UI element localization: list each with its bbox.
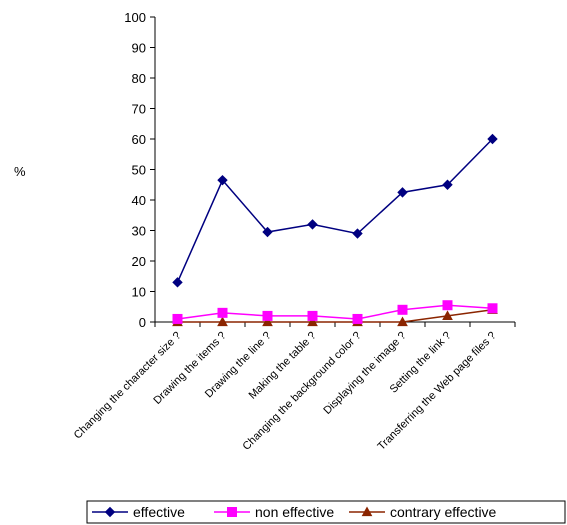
y-tick-label: 60	[132, 132, 146, 147]
data-point	[487, 133, 498, 145]
data-point	[217, 174, 228, 186]
y-tick-label: 50	[132, 163, 146, 178]
series-effective	[172, 133, 498, 288]
y-axis-label: %	[14, 164, 26, 179]
y-tick-label: 20	[132, 254, 146, 269]
data-point	[262, 226, 273, 238]
data-point	[307, 310, 318, 321]
legend-box	[86, 500, 566, 524]
data-point	[442, 310, 453, 320]
y-tick-label: 100	[124, 10, 146, 25]
y-tick-label: 0	[139, 315, 146, 330]
x-tick-label: Displaying the image ?	[321, 330, 408, 417]
legend-entry: non effective	[214, 504, 334, 520]
data-point	[217, 316, 228, 327]
data-point	[262, 310, 273, 321]
data-point	[361, 506, 373, 517]
legend: effective non effective contrary effective	[86, 500, 566, 524]
series-non-effective	[172, 300, 498, 324]
data-point	[227, 507, 237, 517]
data-point	[352, 228, 363, 239]
legend-entry: contrary effective	[349, 504, 497, 520]
y-tick-label: 40	[132, 193, 146, 208]
series-line	[177, 309, 493, 323]
data-point	[397, 316, 408, 327]
data-point	[442, 179, 453, 190]
data-point	[104, 506, 116, 518]
data-point	[487, 303, 498, 314]
legend-label: non effective	[255, 504, 334, 520]
data-point	[397, 304, 408, 315]
x-axis-ticks: Changing the character size ?Drawing the…	[72, 322, 516, 453]
data-point	[172, 277, 183, 288]
data-point	[262, 316, 273, 327]
data-point	[352, 313, 363, 324]
y-tick-label: 90	[132, 41, 146, 56]
y-tick-label: 80	[132, 71, 146, 86]
data-point	[397, 187, 408, 198]
data-point	[442, 300, 453, 311]
data-point	[217, 307, 228, 318]
series-line	[177, 304, 493, 320]
y-tick-label: 10	[132, 285, 146, 300]
data-point	[307, 219, 318, 230]
data-point	[172, 313, 183, 324]
legend-label: contrary effective	[390, 504, 497, 520]
series-line	[176, 138, 494, 283]
series-layer	[172, 133, 498, 327]
legend-label: effective	[133, 504, 185, 520]
legend-entry: effective	[92, 504, 185, 520]
axes	[154, 17, 515, 323]
y-axis-ticks: 0 10 20 30 40 50 60 70 80 90 100	[124, 10, 155, 330]
data-point	[307, 316, 318, 327]
y-tick-label: 70	[132, 102, 146, 117]
y-tick-label: 30	[132, 224, 146, 239]
